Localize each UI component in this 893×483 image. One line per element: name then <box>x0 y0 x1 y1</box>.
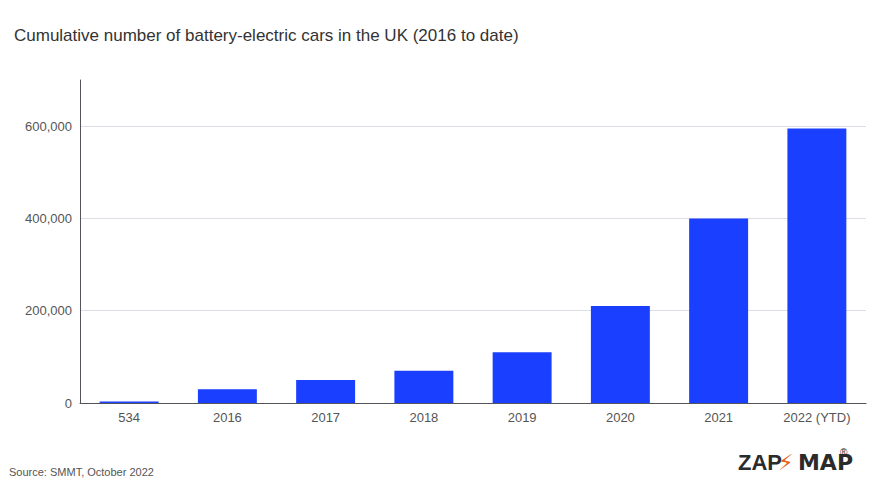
svg-text:2021: 2021 <box>704 410 733 425</box>
svg-text:2016: 2016 <box>213 410 242 425</box>
svg-text:MAP: MAP <box>798 449 853 475</box>
svg-text:⚡: ⚡ <box>778 450 793 475</box>
svg-text:ZAP: ZAP <box>738 450 782 475</box>
svg-text:600,000: 600,000 <box>25 119 72 134</box>
svg-text:Source: SMMT, October 2022: Source: SMMT, October 2022 <box>9 466 154 478</box>
svg-text:200,000: 200,000 <box>25 303 72 318</box>
svg-text:0: 0 <box>65 396 72 411</box>
svg-text:Cumulative number of battery-e: Cumulative number of battery-electric ca… <box>14 26 519 45</box>
svg-text:®: ® <box>840 447 848 458</box>
svg-text:400,000: 400,000 <box>25 211 72 226</box>
svg-text:534: 534 <box>118 410 140 425</box>
svg-text:2022 (YTD): 2022 (YTD) <box>783 410 850 425</box>
svg-text:2019: 2019 <box>508 410 537 425</box>
svg-text:2017: 2017 <box>311 410 340 425</box>
svg-text:2020: 2020 <box>606 410 635 425</box>
svg-text:2018: 2018 <box>409 410 438 425</box>
